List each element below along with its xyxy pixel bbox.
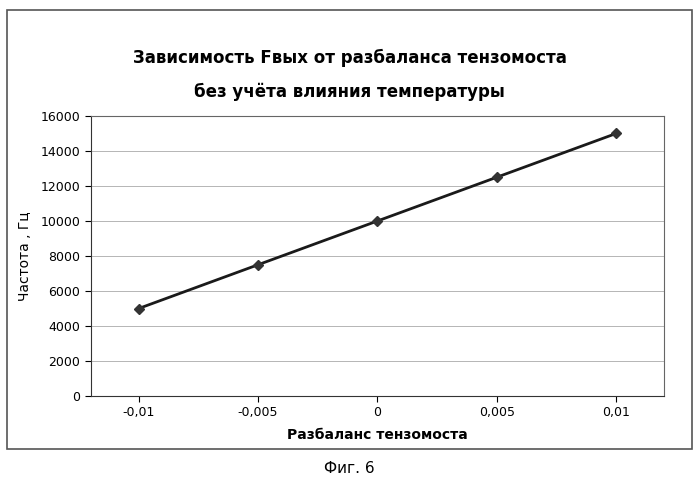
X-axis label: Разбаланс тензомоста: Разбаланс тензомоста bbox=[287, 428, 468, 442]
Text: без учёта влияния температуры: без учёта влияния температуры bbox=[194, 83, 505, 101]
Y-axis label: Частота , Гц: Частота , Гц bbox=[18, 211, 32, 301]
Text: Зависимость Fвых от разбаланса тензомоста: Зависимость Fвых от разбаланса тензомост… bbox=[133, 49, 566, 67]
Text: Фиг. 6: Фиг. 6 bbox=[324, 461, 375, 476]
